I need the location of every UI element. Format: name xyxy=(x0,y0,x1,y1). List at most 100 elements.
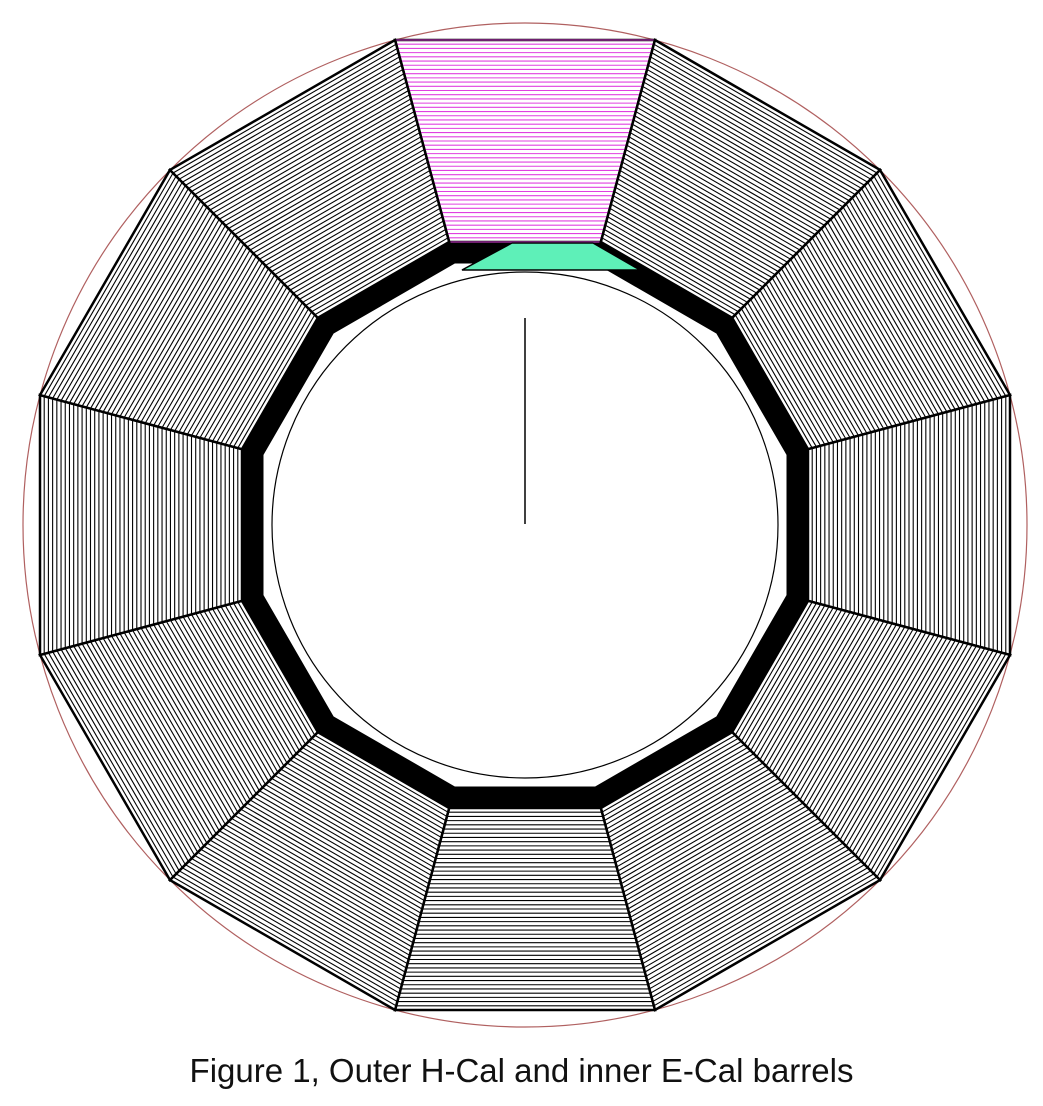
hcal-layer xyxy=(780,618,876,782)
hcal-layer xyxy=(864,649,990,865)
hcal-layer xyxy=(197,77,406,199)
hcal-layer xyxy=(246,802,424,906)
hcal-layer xyxy=(68,191,192,404)
hcal-layer xyxy=(317,241,450,319)
hcal-layer xyxy=(317,731,450,809)
hcal-layer xyxy=(68,646,192,859)
hcal-layer xyxy=(280,768,436,859)
hcal-layer xyxy=(864,185,990,401)
hcal-layer xyxy=(188,861,403,986)
hcal-layer xyxy=(111,635,223,828)
hcal-layer xyxy=(636,830,832,944)
hcal-layer xyxy=(628,136,810,242)
hcal-layer xyxy=(56,182,183,400)
hcal-layer xyxy=(640,94,841,211)
hcal-layer xyxy=(185,864,401,990)
hcal-module xyxy=(599,38,883,320)
hcal-layer xyxy=(243,140,423,245)
hcal-layer xyxy=(243,805,423,910)
hcal-layer xyxy=(237,811,421,918)
hcal-layer xyxy=(647,64,862,189)
hcal-layer xyxy=(231,817,418,927)
hcal-layer xyxy=(90,206,208,409)
hcal-layer xyxy=(802,246,906,424)
hcal-layer xyxy=(311,737,448,817)
hcal-layer xyxy=(191,280,282,436)
hcal-layer xyxy=(186,615,279,773)
hcal-layer xyxy=(771,615,864,773)
hcal-layer xyxy=(654,39,881,171)
hcal-layer xyxy=(747,606,830,748)
hcal-layer xyxy=(203,289,291,440)
hcal-layer xyxy=(777,617,872,779)
hcal-layer xyxy=(178,52,399,180)
hcal-layer xyxy=(39,169,171,396)
hcal-layer xyxy=(617,777,779,872)
hcal-layer xyxy=(43,653,174,878)
hcal-layer xyxy=(854,194,977,405)
hcal-layer xyxy=(641,90,844,208)
hcal-layer xyxy=(262,165,430,263)
hcal-layer xyxy=(601,237,736,316)
hcal-layer xyxy=(839,640,956,841)
hcal-layer xyxy=(640,839,841,956)
hcal-layer xyxy=(624,796,798,897)
hcal-layer xyxy=(182,274,276,434)
hcal-layer xyxy=(762,611,851,764)
hcal-layer xyxy=(144,246,248,424)
hcal-layer xyxy=(140,627,245,807)
hcal-layer xyxy=(43,172,174,397)
hcal-layer xyxy=(286,199,439,288)
hcal-layer xyxy=(848,200,969,407)
ecal-module-highlighted xyxy=(461,242,643,271)
hcal-layer xyxy=(225,824,416,935)
hcal-layer xyxy=(161,621,260,791)
hcal-layer xyxy=(799,249,902,425)
hcal-layer xyxy=(617,178,779,273)
hcal-layer xyxy=(188,64,403,189)
hcal-layer xyxy=(56,650,183,868)
hcal-layer xyxy=(224,305,306,445)
hcal-layer xyxy=(833,637,948,835)
hcal-layer xyxy=(144,626,248,804)
hcal-layer xyxy=(98,638,214,838)
hcal-layer xyxy=(182,867,400,994)
hcal-layer xyxy=(610,203,761,291)
hcal-layer xyxy=(132,237,239,421)
hcal-layer xyxy=(241,317,319,450)
hcal-layer xyxy=(299,216,443,300)
hcal-layer xyxy=(821,228,931,417)
hcal-layer xyxy=(153,252,254,426)
hcal-layer xyxy=(790,259,889,429)
hcal-layer xyxy=(199,286,288,439)
hcal-layer xyxy=(618,780,782,876)
hcal-layer xyxy=(793,623,893,795)
hcal-layer xyxy=(123,231,233,418)
hcal-layer xyxy=(768,614,859,770)
hcal-layer xyxy=(215,102,413,217)
hcal-layer xyxy=(638,836,838,952)
hcal-layer xyxy=(629,811,813,918)
hcal-layer xyxy=(756,609,843,758)
hcal-layer xyxy=(645,854,856,977)
hcal-layer xyxy=(821,633,931,822)
hcal-layer xyxy=(195,283,285,438)
hcal-layer xyxy=(879,169,1011,396)
hcal-layer xyxy=(233,602,313,739)
hcal-layer xyxy=(621,161,791,260)
hcal-layer xyxy=(750,607,834,751)
hcal-layer xyxy=(289,759,440,847)
hcal-layer xyxy=(637,102,835,217)
hcal-module xyxy=(730,167,1012,451)
hcal-layer xyxy=(824,225,935,416)
hcal-layer xyxy=(77,644,199,853)
outer-envelope-circle xyxy=(22,22,1028,1028)
hcal-layer xyxy=(191,858,404,982)
hcal-layer xyxy=(808,240,914,422)
hcal-layer xyxy=(637,833,835,948)
hcal-module-highlighted xyxy=(393,38,657,244)
hcal-layer xyxy=(653,876,878,1007)
hcal-layer xyxy=(610,759,761,847)
hcal-layer xyxy=(218,830,414,944)
hcal-layer xyxy=(833,215,948,413)
